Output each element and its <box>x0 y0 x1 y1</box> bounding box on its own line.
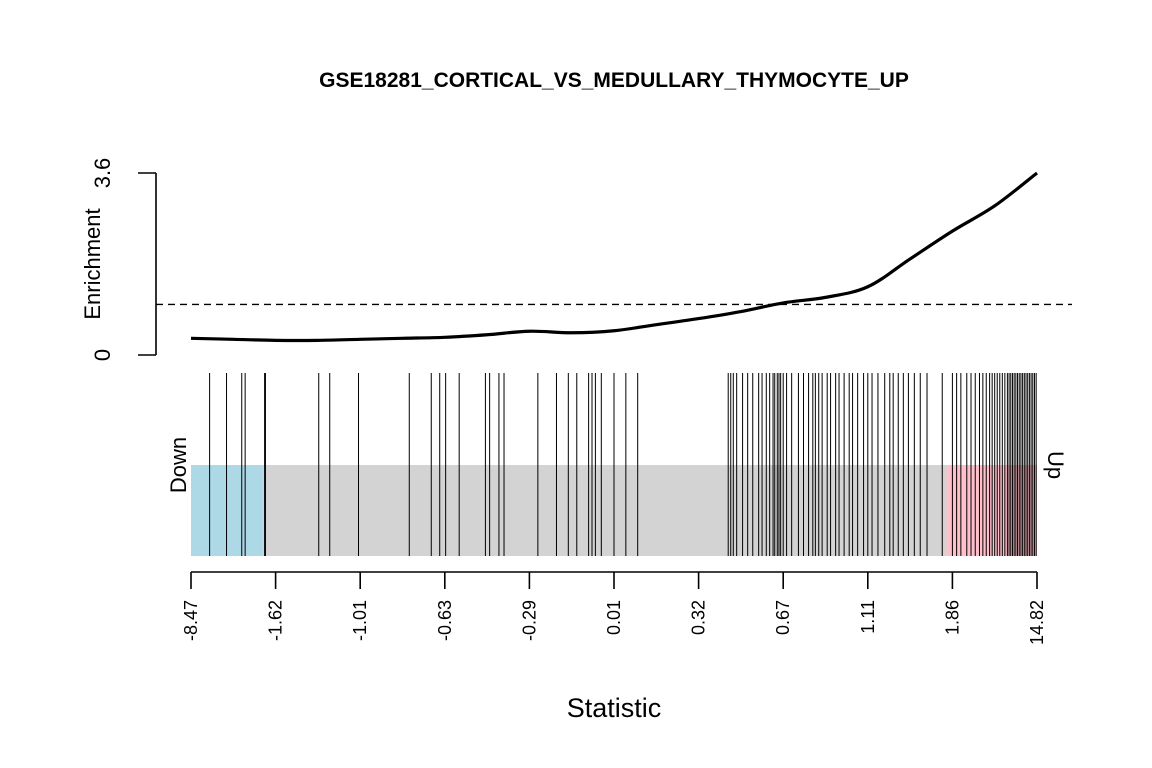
x-tick-label: -8.47 <box>181 600 201 641</box>
enrichment-curve <box>190 171 1038 343</box>
ytick-label-max: 3.6 <box>90 158 115 189</box>
x-tick-label: -1.62 <box>266 600 286 641</box>
ytick-label-min: 0 <box>90 349 115 361</box>
x-tick-label: 1.11 <box>858 600 878 634</box>
x-tick-label: 14.82 <box>1027 600 1047 645</box>
x-axis-label: Statistic <box>567 693 662 723</box>
enrichment-axis-label: Enrichment <box>80 208 105 319</box>
x-tick-label: -0.29 <box>519 600 539 641</box>
down-label: Down <box>166 437 191 493</box>
x-tick-label: 0.32 <box>689 600 709 635</box>
x-axis: -8.47 -1.62 -1.01 -0.63 -0.29 0.01 0.32 0.67 1.1… <box>181 571 1047 645</box>
middle-region <box>262 465 947 556</box>
x-tick-label: 0.67 <box>773 600 793 635</box>
x-tick-label: 0.01 <box>604 600 624 635</box>
x-tick-label: -1.01 <box>350 600 370 641</box>
up-label: Up <box>1043 451 1068 479</box>
enrichment-y-axis: 0 3.6 Enrichment <box>80 158 157 361</box>
x-tick-label: -0.63 <box>435 600 455 641</box>
chart-title: GSE18281_CORTICAL_VS_MEDULLARY_THYMOCYTE… <box>319 69 909 92</box>
gene-bars <box>209 373 1037 556</box>
x-tick-label: 1.86 <box>942 600 962 635</box>
